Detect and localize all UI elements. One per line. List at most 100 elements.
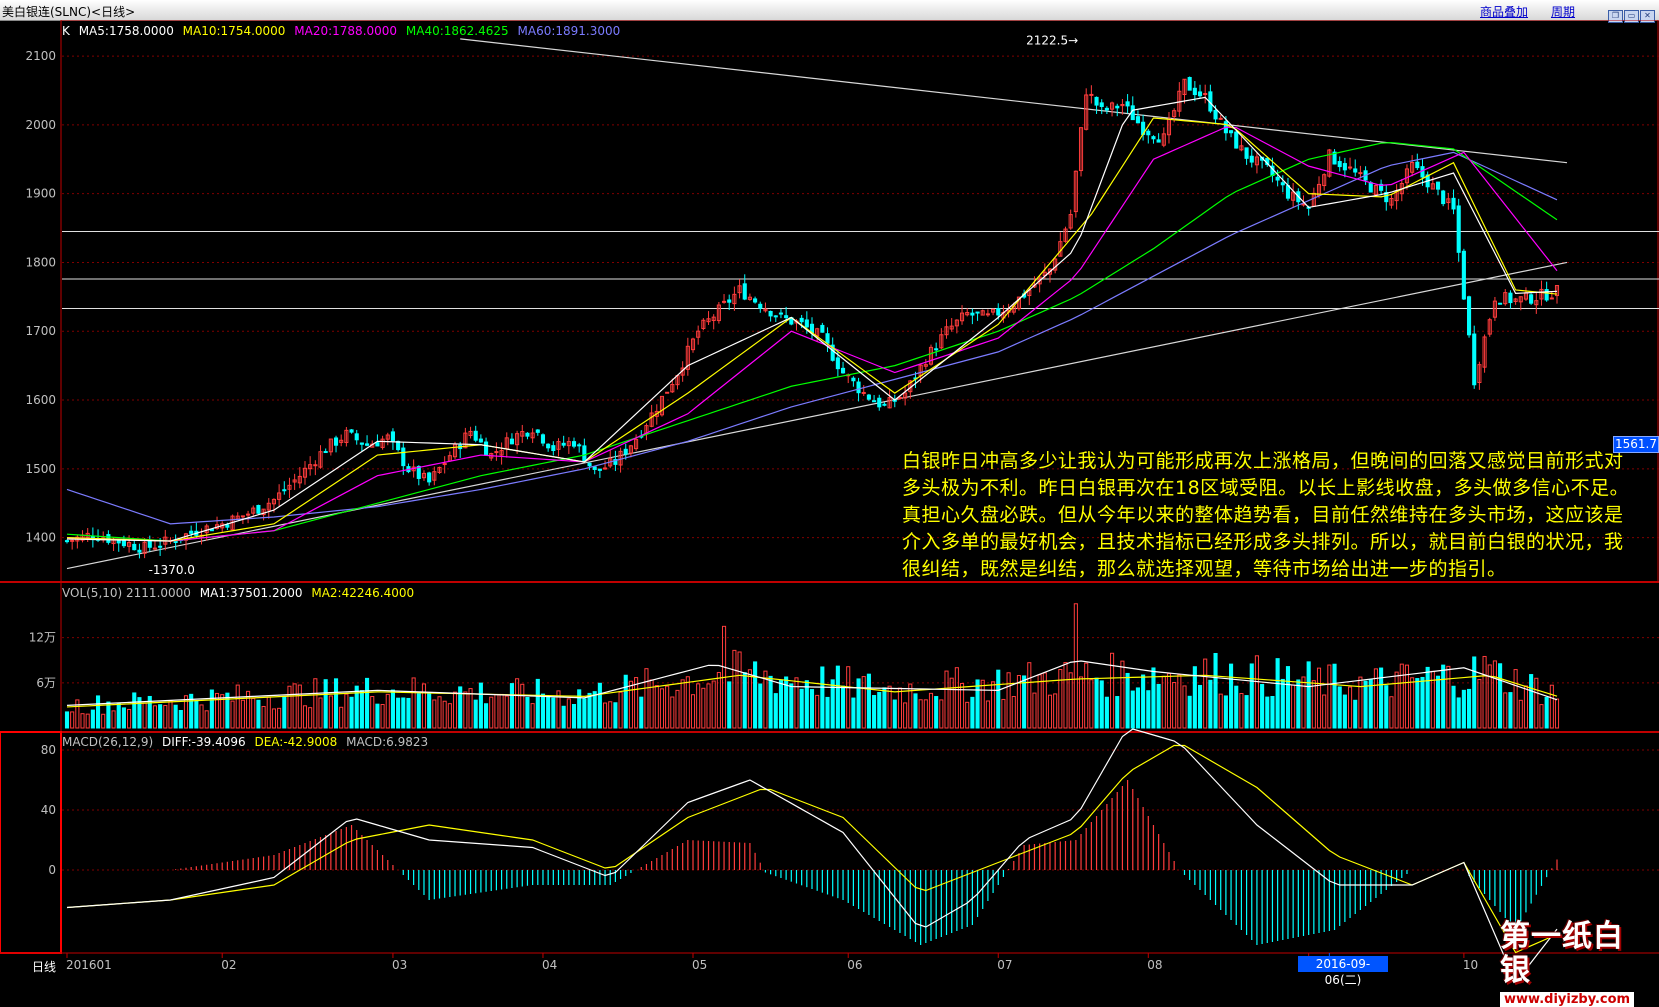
candle-body <box>970 312 975 316</box>
candle-body <box>442 462 447 466</box>
candle-body <box>189 530 194 534</box>
volume-bar <box>1337 686 1342 729</box>
candle-body <box>240 515 245 518</box>
volume-bar <box>1544 696 1549 729</box>
period-link[interactable]: 周期 <box>1551 5 1576 19</box>
kline-legend: K MA5:1758.0000 MA10:1754.0000 MA20:1788… <box>62 24 625 38</box>
volume-bar <box>520 683 525 729</box>
candle-body <box>520 431 525 437</box>
volume-bar <box>820 666 825 729</box>
chart-area[interactable]: 1400 1500 1600 1700 1800 1900 2000 2100 6万 12万 0 40… <box>0 20 1659 1007</box>
volume-bar <box>1368 679 1373 729</box>
volume-bar <box>277 707 282 729</box>
candle-body <box>592 466 597 470</box>
volume-bar <box>711 680 716 729</box>
volume-bar <box>634 677 639 729</box>
volume-bar <box>380 703 385 729</box>
volume-bar <box>1130 690 1135 729</box>
volume-bar <box>225 692 230 729</box>
volume-bar <box>1156 683 1161 729</box>
ma40-legend: MA40:1862.4625 <box>405 24 509 38</box>
volume-bar <box>271 708 276 729</box>
volume-bar <box>944 670 949 729</box>
volume-bar <box>282 696 287 729</box>
volume-bar <box>763 670 768 729</box>
candle-body <box>1472 333 1477 386</box>
volume-bar <box>1068 672 1073 729</box>
volume-bar <box>1047 694 1053 729</box>
volume-bar <box>452 691 458 729</box>
volume-bar <box>1529 674 1534 729</box>
volume-bar <box>85 713 90 729</box>
volume-bar <box>608 701 613 729</box>
candle-body <box>1373 185 1378 196</box>
volume-bar <box>1280 678 1285 729</box>
volume-bar <box>1073 603 1078 729</box>
volume-bar <box>473 699 478 729</box>
macd-axis-box <box>0 731 62 954</box>
candle-body <box>856 381 861 394</box>
candle-body <box>928 346 934 365</box>
volume-bar <box>758 683 763 729</box>
volume-bar <box>742 672 747 729</box>
volume-bar <box>1203 658 1208 729</box>
volume-bar <box>959 682 965 729</box>
ma20-legend: MA20:1788.0000 <box>294 24 398 38</box>
volume-bar <box>815 694 820 729</box>
candle-body <box>690 338 696 351</box>
candle-body <box>1384 192 1389 203</box>
volume-bar <box>1518 699 1523 729</box>
price-tag: 1561.7 <box>1613 436 1659 453</box>
kline-y-tick: 2100 <box>25 49 56 63</box>
candle-body <box>509 438 514 445</box>
candle-body <box>1115 105 1120 109</box>
candle-body <box>1539 288 1544 300</box>
candle-body <box>1410 162 1415 173</box>
volume-bar <box>1166 673 1172 729</box>
macd-legend: MACD(26,12,9) DIFF:-39.4096 DEA:-42.9008… <box>62 735 433 749</box>
volume-bar <box>152 705 158 729</box>
volume-bar <box>194 700 199 729</box>
volume-bar <box>1358 676 1363 729</box>
volume-bar <box>1322 694 1327 729</box>
volume-bar <box>1042 672 1047 729</box>
volume-bar <box>1239 692 1244 729</box>
candle-body <box>137 549 142 553</box>
chart-canvas[interactable]: 140015001600170018001900200021006万12万040… <box>0 20 1659 973</box>
candle-body <box>1244 147 1249 159</box>
overlay-commodity-link[interactable]: 商品叠加 <box>1480 5 1529 19</box>
candle-body <box>1368 182 1373 193</box>
volume-bar <box>727 681 732 729</box>
candle-body <box>949 325 954 330</box>
candle-body <box>64 540 70 543</box>
x-tick-label: 07 <box>997 958 1012 972</box>
volume-bar <box>1197 684 1203 729</box>
volume-bar <box>1477 679 1482 729</box>
candle-body <box>1301 203 1306 206</box>
volume-bar <box>308 707 313 729</box>
volume-bar <box>240 699 245 729</box>
volume-bar <box>1037 674 1042 729</box>
candle-body <box>525 432 530 437</box>
volume-bar <box>266 696 271 729</box>
volume-bar <box>1513 669 1518 729</box>
volume-bar <box>535 678 540 729</box>
volume-bar <box>1192 666 1197 729</box>
volume-bars-group <box>64 603 1560 729</box>
volume-bar <box>1461 689 1466 729</box>
volume-bar <box>1311 680 1316 729</box>
ma5-line <box>66 96 1558 542</box>
x-tick-label: 201601 <box>66 958 112 972</box>
candle-body <box>1498 302 1503 305</box>
period-label[interactable]: 日线 <box>32 960 57 974</box>
volume-bar <box>1265 696 1270 729</box>
candle-body <box>1099 102 1104 107</box>
candle-body <box>991 308 996 313</box>
cursor-date-tag: 2016-09-06(二) <box>1298 956 1388 987</box>
candle-body <box>349 429 354 433</box>
volume-bar <box>577 689 582 729</box>
ma10-line <box>66 117 1558 542</box>
candle-body <box>1503 292 1508 305</box>
candle-body <box>478 438 483 443</box>
volume-bar <box>1410 677 1415 729</box>
